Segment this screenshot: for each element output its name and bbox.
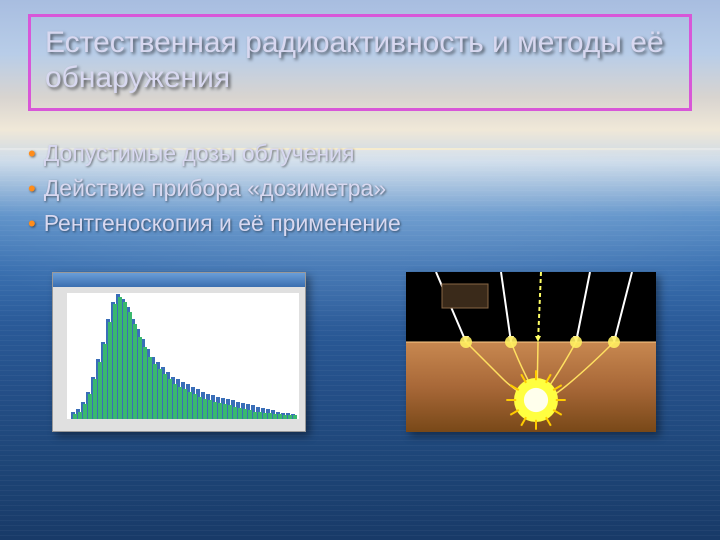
hist-bar: [228, 405, 232, 419]
cosmic-ray-diagram: [406, 272, 656, 432]
hist-bar: [83, 404, 87, 419]
hist-bar: [158, 369, 162, 419]
hist-bar: [253, 412, 257, 420]
hist-bar: [73, 414, 77, 419]
hist-bar: [223, 404, 227, 419]
hist-bar: [293, 415, 297, 419]
bullet-dot-icon: •: [28, 143, 36, 165]
hist-bar: [98, 362, 102, 420]
hist-bar: [208, 400, 212, 419]
slide-title: Естественная радиоактивность и методы её…: [45, 26, 664, 94]
bullet-item: • Рентгеноскопия и её применение: [28, 210, 692, 237]
hist-bar: [93, 379, 97, 419]
bullet-text: Действие прибора «дозиметра»: [44, 175, 386, 202]
hist-bar: [268, 413, 272, 419]
hist-bar: [173, 384, 177, 419]
hist-bar: [273, 414, 277, 419]
hist-bar: [218, 403, 222, 419]
bullet-dot-icon: •: [28, 213, 36, 235]
hist-bar: [198, 397, 202, 420]
hist-bar: [213, 402, 217, 420]
hist-bar: [108, 322, 112, 420]
bullet-text: Допустимые дозы облучения: [44, 140, 355, 167]
hist-bar: [153, 364, 157, 419]
hist-bar: [78, 412, 82, 420]
hist-bar: [143, 347, 147, 420]
bullet-item: • Допустимые дозы облучения: [28, 140, 692, 167]
hist-bar: [258, 412, 262, 420]
bullet-item: • Действие прибора «дозиметра»: [28, 175, 692, 202]
histogram-window: [52, 272, 306, 432]
hist-bar: [233, 407, 237, 420]
hist-bar: [168, 379, 172, 419]
hist-bar: [243, 409, 247, 419]
hist-bar: [183, 389, 187, 419]
histogram-bars: [67, 293, 299, 419]
hist-bar: [278, 414, 282, 419]
hist-bar: [238, 408, 242, 419]
hist-bar: [263, 413, 267, 419]
bullet-text: Рентгеноскопия и её применение: [44, 210, 401, 237]
hist-bar: [288, 415, 292, 419]
images-row: [52, 272, 656, 432]
title-box: Естественная радиоактивность и методы её…: [28, 14, 692, 111]
hist-bar: [133, 324, 137, 419]
hist-bar: [163, 374, 167, 419]
hist-bar: [88, 394, 92, 419]
bullet-list: • Допустимые дозы облучения • Действие приб…: [28, 140, 692, 245]
hist-bar: [113, 304, 117, 419]
hist-bar: [123, 302, 127, 420]
hist-bar: [128, 312, 132, 420]
hist-bar: [148, 357, 152, 420]
hist-bar: [248, 410, 252, 419]
hist-bar: [283, 415, 287, 419]
hist-bar: [203, 399, 207, 419]
histogram-titlebar: [53, 273, 305, 287]
hist-bar: [188, 392, 192, 420]
hist-bar: [103, 344, 107, 419]
histogram-plot: [67, 293, 299, 419]
hist-bar: [118, 297, 122, 420]
hist-bar: [138, 337, 142, 420]
hist-bar: [193, 394, 197, 419]
bullet-dot-icon: •: [28, 178, 36, 200]
hist-bar: [178, 387, 182, 420]
